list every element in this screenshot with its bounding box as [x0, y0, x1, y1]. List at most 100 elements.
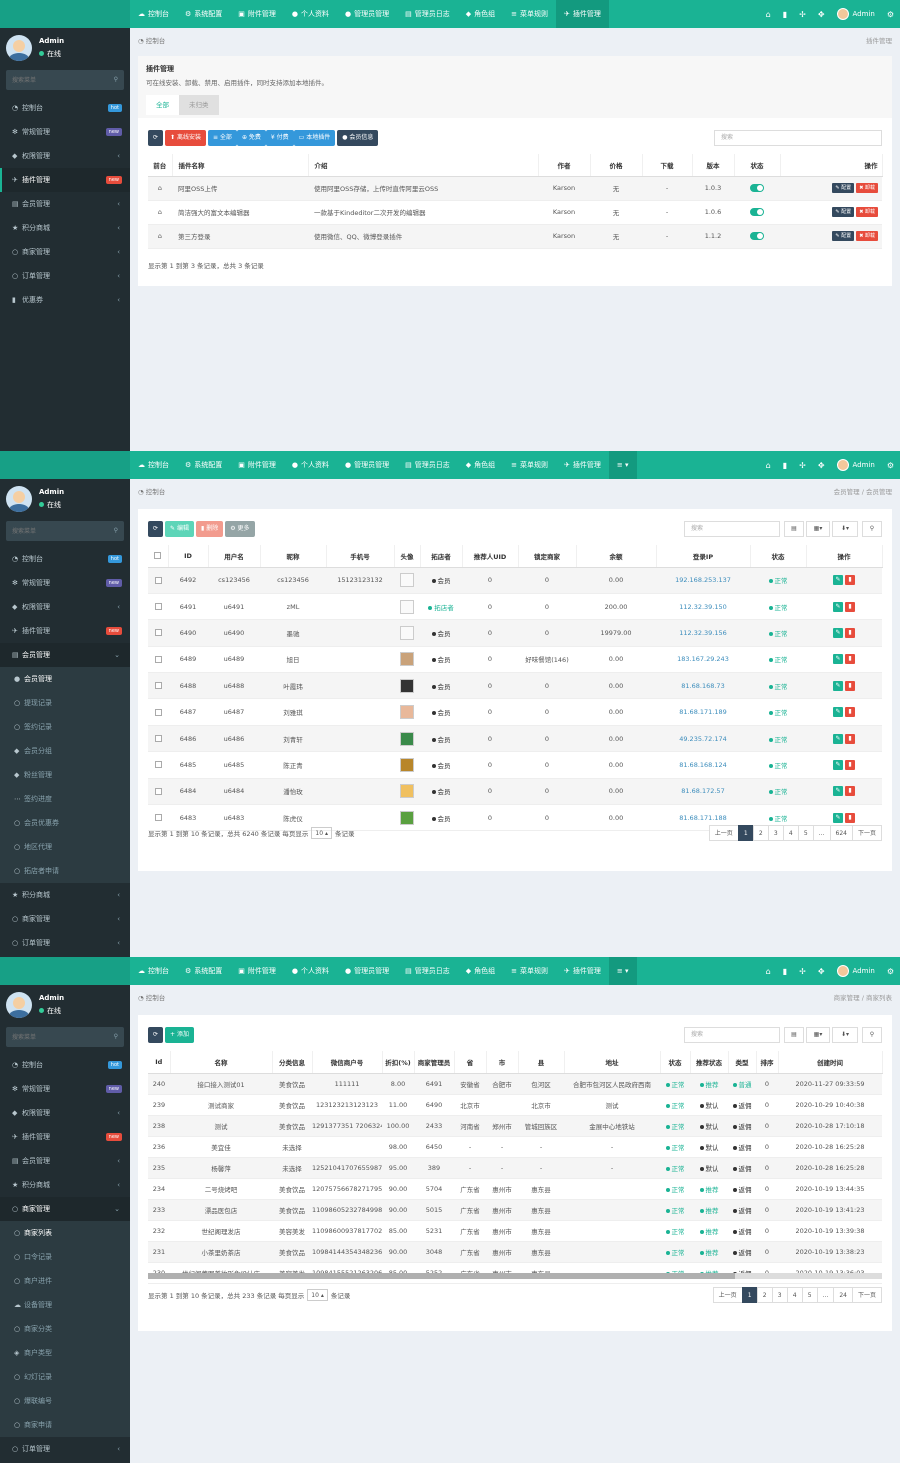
config-button[interactable]: ✎ 配置: [832, 183, 855, 193]
page-button[interactable]: 3: [771, 1287, 788, 1303]
sidebar-item-points[interactable]: ★ 积分商城 ‹: [0, 216, 130, 240]
topnav-console[interactable]: ☁ 控制台: [130, 0, 177, 28]
trash-icon[interactable]: ▮: [782, 9, 788, 19]
delete-icon[interactable]: ▮: [845, 733, 855, 744]
search-icon[interactable]: ⚲: [113, 76, 118, 83]
member-search-input[interactable]: 搜索: [684, 521, 780, 537]
status-toggle[interactable]: [750, 184, 764, 192]
page-button[interactable]: 5: [801, 1287, 818, 1303]
sidebar-item-order[interactable]: ○ 订单管理 ‹: [0, 1437, 130, 1461]
submenu-expander-apply[interactable]: ○ 拓店者申请: [0, 859, 130, 883]
topnav-admin-log[interactable]: ▤ 管理员日志: [397, 451, 458, 479]
avatar-image[interactable]: [400, 705, 414, 720]
avatar-image[interactable]: [400, 625, 414, 640]
submenu-merchant-onboard[interactable]: ○ 商户进件: [0, 1269, 130, 1293]
page-button[interactable]: 5: [797, 825, 814, 841]
filter-paid-button[interactable]: ¥ 付费: [265, 130, 294, 146]
page-button[interactable]: 2: [756, 1287, 773, 1303]
sidebar-item-auth[interactable]: ◆ 权限管理 ‹: [0, 144, 130, 168]
search-icon[interactable]: ⚲: [113, 1033, 118, 1040]
refresh-button[interactable]: ⟳: [148, 130, 164, 146]
submenu-merchant-apply[interactable]: ○ 商家申请: [0, 1413, 130, 1437]
delete-icon[interactable]: ▮: [845, 601, 855, 612]
page-button[interactable]: 24: [833, 1287, 853, 1303]
columns-dropdown-icon[interactable]: ▦▾: [806, 521, 830, 537]
row-checkbox[interactable]: [154, 629, 162, 637]
sidebar-item-points[interactable]: ★ 积分商城 ‹: [0, 883, 130, 907]
columns-dropdown-icon[interactable]: ▦▾: [806, 1027, 830, 1043]
add-button[interactable]: + 添加: [165, 1027, 194, 1043]
topnav-console[interactable]: ☁ 控制台: [130, 451, 177, 479]
row-checkbox[interactable]: [154, 603, 162, 611]
translate-icon[interactable]: ✢: [799, 966, 806, 976]
submenu-member-coupon[interactable]: ○ 会员优惠券: [0, 811, 130, 835]
submenu-fans[interactable]: ◆ 粉丝管理: [0, 763, 130, 787]
topnav-profile[interactable]: ● 个人资料: [284, 451, 337, 479]
sidebar-item-general[interactable]: ✻ 常规管理 new: [0, 1077, 130, 1101]
fullscreen-icon[interactable]: ✥: [817, 966, 825, 976]
breadcrumb-home[interactable]: 控制台: [145, 994, 166, 1002]
submenu-link-number[interactable]: ○ 爆联编号: [0, 1389, 130, 1413]
toggle-view-icon[interactable]: ▤: [784, 521, 804, 537]
delete-icon[interactable]: ▮: [845, 575, 855, 586]
search-icon[interactable]: ⚲: [862, 1027, 882, 1043]
uninstall-button[interactable]: ✖ 卸载: [856, 207, 878, 217]
uninstall-button[interactable]: ✖ 卸载: [856, 231, 878, 241]
avatar[interactable]: [836, 965, 849, 977]
edit-icon[interactable]: ✎: [833, 627, 843, 638]
fullscreen-icon[interactable]: ✥: [817, 460, 825, 470]
edit-icon[interactable]: ✎: [833, 601, 843, 612]
trash-icon[interactable]: ▮: [782, 460, 788, 470]
row-checkbox[interactable]: [154, 761, 162, 769]
member-login-ip[interactable]: 183.167.29.243: [656, 646, 750, 674]
delete-button[interactable]: ▮ 删除: [195, 521, 224, 537]
admin-name[interactable]: Admin: [852, 967, 875, 975]
member-login-ip[interactable]: 81.68.172.57: [656, 778, 750, 806]
topnav-admins[interactable]: ● 管理员管理: [337, 957, 397, 985]
tab-all[interactable]: 全部: [146, 95, 179, 115]
topnav-menu-rules[interactable]: ≡ 菜单规则: [503, 957, 556, 985]
refresh-button[interactable]: ⟳: [148, 1027, 164, 1043]
submenu-merchant-type[interactable]: ◈ 商户类型: [0, 1341, 130, 1365]
page-button[interactable]: 4: [782, 825, 799, 841]
topnav-menu-rules[interactable]: ≡ 菜单规则: [503, 451, 556, 479]
home-icon[interactable]: ⌂: [765, 9, 771, 19]
topnav-more-dropdown[interactable]: ≡ ▾: [608, 451, 637, 479]
merchant-search-input[interactable]: 搜索: [684, 1027, 780, 1043]
topnav-admins[interactable]: ● 管理员管理: [337, 0, 397, 28]
submenu-merchant-list[interactable]: ○ 商家列表: [0, 1221, 130, 1245]
submenu-sign-progress[interactable]: ⋯ 签约进度: [0, 787, 130, 811]
submenu-member-list[interactable]: ● 会员管理: [0, 667, 130, 691]
toggle-view-icon[interactable]: ▤: [784, 1027, 804, 1043]
sidebar-item-console[interactable]: ◔ 控制台 hot: [0, 547, 130, 571]
status-toggle[interactable]: [750, 232, 764, 240]
delete-icon[interactable]: ▮: [845, 759, 855, 770]
topnav-plugins[interactable]: ✈ 插件管理: [556, 957, 609, 985]
filter-free-button[interactable]: ⊕ 免费: [236, 130, 266, 146]
more-button[interactable]: ⚙ 更多: [225, 521, 255, 537]
topnav-system-config[interactable]: ⚙ 系统配置: [177, 957, 230, 985]
topnav-plugins[interactable]: ✈ 插件管理: [556, 0, 609, 28]
submenu-devices[interactable]: ☁ 设备管理: [0, 1293, 130, 1317]
next-page-button[interactable]: 下一页: [851, 1287, 882, 1303]
avatar-image[interactable]: [400, 757, 414, 772]
select-all-checkbox[interactable]: [154, 552, 162, 560]
home-icon[interactable]: ⌂: [148, 200, 172, 225]
gears-icon[interactable]: ⚙: [886, 9, 894, 19]
sidebar-item-coupon[interactable]: ▮ 优惠券 ‹: [0, 288, 130, 312]
filter-all-button[interactable]: ≡ 全部: [207, 130, 237, 146]
submenu-password-record[interactable]: ○ 口令记录: [0, 1245, 130, 1269]
offline-install-button[interactable]: ⬆ 离线安装: [165, 130, 206, 146]
avatar-image[interactable]: [400, 810, 414, 825]
row-checkbox[interactable]: [154, 576, 162, 584]
row-checkbox[interactable]: [154, 708, 162, 716]
topnav-system-config[interactable]: ⚙ 系统配置: [177, 451, 230, 479]
topnav-attachments[interactable]: ▣ 附件管理: [230, 0, 284, 28]
avatar[interactable]: [836, 8, 849, 20]
trash-icon[interactable]: ▮: [782, 966, 788, 976]
config-button[interactable]: ✎ 配置: [832, 207, 855, 217]
row-checkbox[interactable]: [154, 655, 162, 663]
sidebar-item-general[interactable]: ✻ 常规管理 new: [0, 120, 130, 144]
admin-name[interactable]: Admin: [852, 10, 875, 18]
sidebar-search-input[interactable]: [6, 1027, 124, 1047]
